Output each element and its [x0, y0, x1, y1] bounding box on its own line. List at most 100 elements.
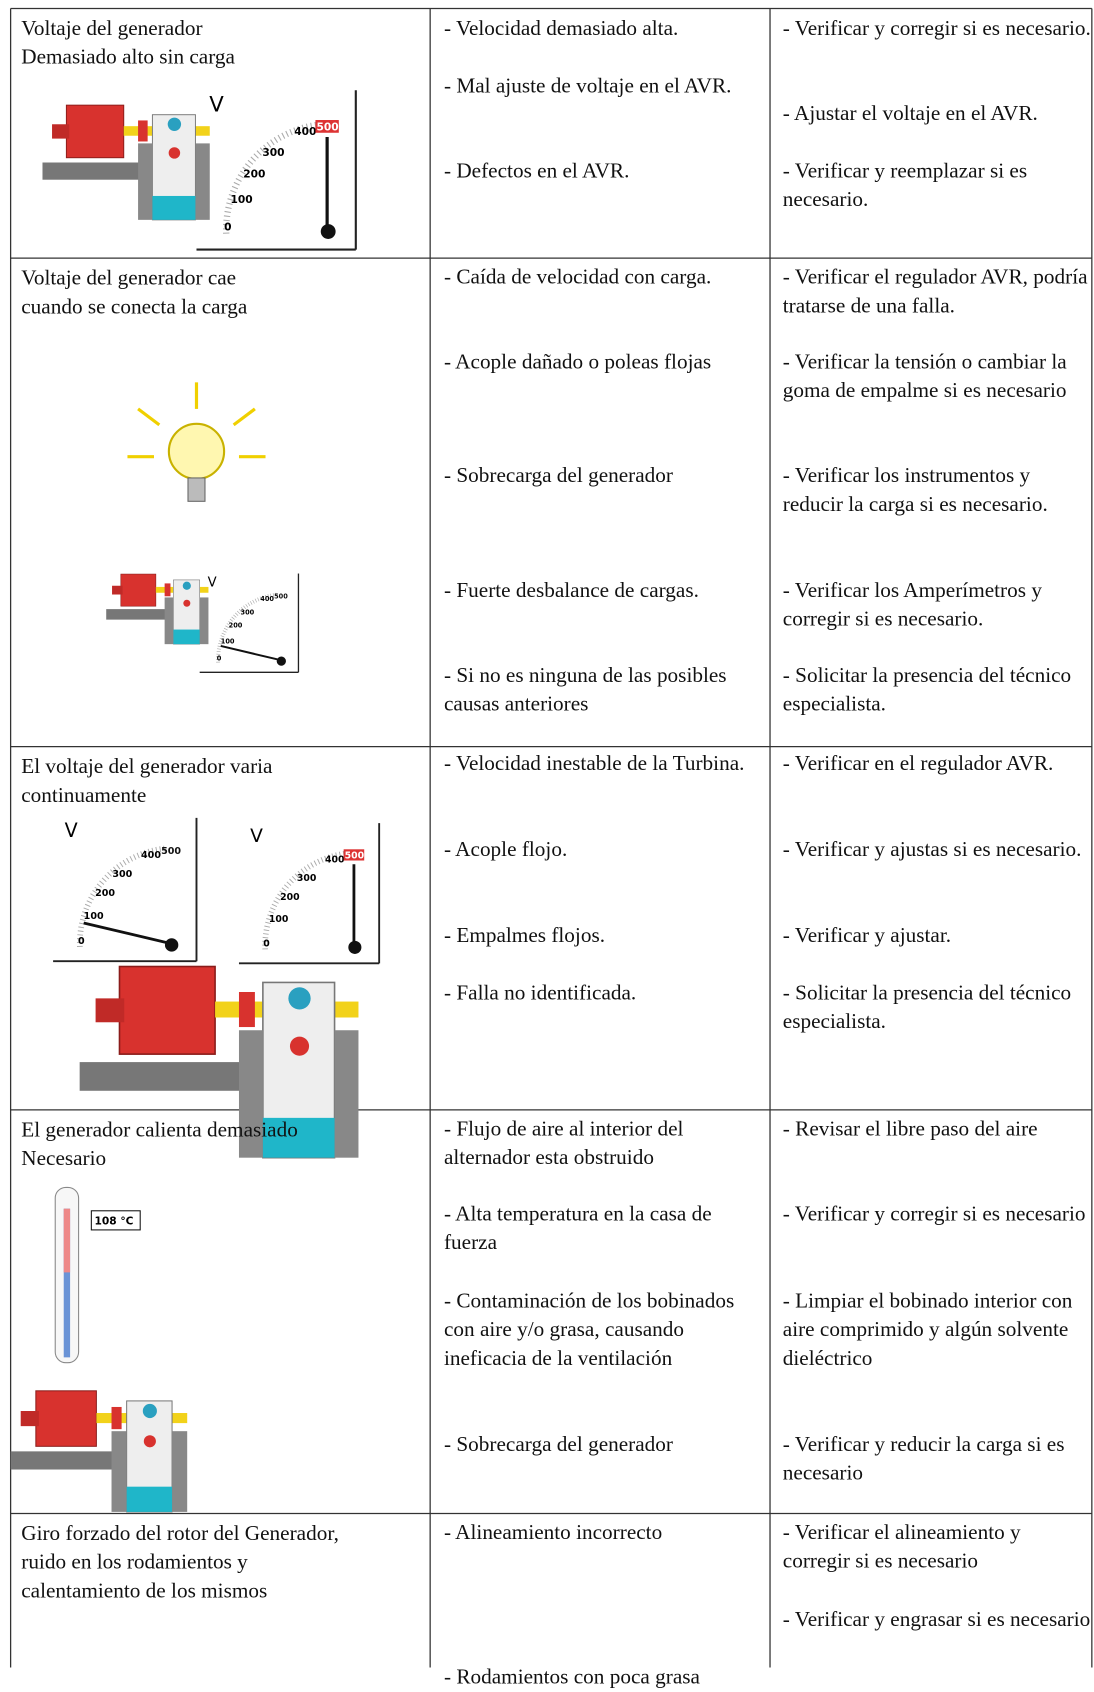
coupling: [238, 992, 255, 1028]
base: [106, 609, 171, 620]
motor-fin: [20, 1410, 39, 1427]
bulb-base: [187, 477, 206, 502]
valve: [168, 147, 181, 159]
gauge-label: 200: [280, 892, 300, 903]
generator: [79, 965, 359, 1159]
cause: - Flujo de aire al interior del alternad…: [443, 1117, 684, 1170]
gauge-unit: V: [208, 576, 217, 591]
gauge-arc: [223, 121, 323, 234]
gauge-label: 0: [224, 220, 231, 233]
gauge-max-box: [315, 120, 339, 133]
motor: [65, 104, 125, 159]
light-bulb: [127, 382, 266, 502]
solution: - Verificar el alineamiento y corregir s…: [782, 1520, 1021, 1573]
solution: - Verificar y corregir si es necesario: [782, 1202, 1086, 1226]
gauge-label: 400: [260, 595, 274, 603]
gauge-label: 200: [243, 167, 265, 180]
gauge-needle: [220, 645, 283, 662]
motor-fin: [112, 585, 123, 595]
valve: [183, 599, 191, 607]
gauge-label: 500: [274, 593, 288, 601]
support-wall: [164, 597, 174, 645]
temp-box: [90, 1210, 141, 1231]
coupling: [138, 120, 148, 142]
solution: - Verificar los Amperímetros y corregir …: [782, 578, 1042, 631]
solution: - Verificar los instrumentos y reducir l…: [782, 464, 1048, 517]
gauge-pivot: [348, 940, 362, 954]
cause: - Velocidad inestable de la Turbina.: [443, 751, 745, 776]
cause: - Sobrecarga del generador: [443, 464, 673, 488]
water: [173, 629, 200, 645]
gauge-label: 300: [297, 873, 317, 884]
cause: - Falla no identificada.: [443, 981, 637, 1005]
solution: - Limpiar el bobinado interior con aire …: [782, 1289, 1073, 1371]
gauge-label: 400: [294, 125, 316, 138]
cause: - Empalmes flojos.: [443, 924, 606, 948]
solution: - Revisar el libre paso del aire: [782, 1117, 1038, 1141]
cause: - Contaminación de los bobinados con air…: [443, 1289, 735, 1371]
problem: El voltaje del generador varia continuam…: [21, 755, 273, 808]
gauge-label: 300: [241, 608, 255, 616]
mercury-top: [63, 1208, 71, 1273]
cause: - Alineamiento incorrecto: [443, 1520, 663, 1545]
gauge: V 0 100 200 300 400 500: [199, 573, 300, 673]
gauge-label: 400: [141, 850, 161, 861]
problem: El generador calienta demasiado Necesari…: [21, 1118, 298, 1171]
solution: - Verificar y ajustar.: [782, 924, 952, 948]
gauge-pivot: [320, 224, 336, 239]
solution: - Verificar la tensión o cambiar la goma…: [782, 350, 1067, 403]
cause: - Mal ajuste de voltaje en el AVR.: [443, 74, 732, 98]
light-ray: [137, 407, 161, 427]
solution: - Verificar el regulador AVR, podría tra…: [782, 265, 1088, 318]
gauge-label: 100: [269, 914, 289, 925]
gauge-label: 100: [221, 637, 235, 645]
support-wall: [238, 1030, 263, 1158]
gauge-label: 300: [262, 146, 284, 159]
mercury: [63, 1208, 71, 1358]
support-wall: [172, 1431, 188, 1512]
valve: [289, 1036, 310, 1056]
gauge-pivot: [276, 656, 286, 666]
temp-label: 108 °C: [95, 1215, 134, 1228]
valve: [182, 581, 191, 590]
base: [42, 162, 148, 180]
cause: - Fuerte desbalance de cargas.: [443, 578, 699, 603]
gauge-label: 0: [217, 654, 222, 662]
water: [262, 1117, 335, 1158]
support-wall: [111, 1431, 127, 1512]
water: [126, 1486, 173, 1512]
generator: [10, 1390, 188, 1513]
gauge-label: 500: [345, 851, 365, 862]
cause: - Caída de velocidad con carga.: [443, 265, 712, 289]
cause: - Velocidad demasiado alta.: [443, 16, 679, 41]
problem: Voltaje del generador Demasiado alto sin…: [21, 16, 235, 70]
coupling: [111, 1406, 122, 1430]
gauge-max-box: [343, 849, 365, 861]
motor: [120, 573, 157, 607]
gauge-label: 300: [112, 869, 132, 880]
gauge-label: 100: [230, 193, 252, 206]
gauge: V 0 100 200 300 400 500: [53, 817, 198, 963]
base: [79, 1062, 255, 1091]
cause: - Alta temperatura en la casa de fuerza: [443, 1202, 712, 1255]
base: [10, 1451, 122, 1470]
gauge-label: 500: [317, 121, 339, 134]
gauge-label: 400: [325, 854, 345, 865]
valve: [142, 1403, 157, 1419]
bulb-glass: [167, 422, 226, 481]
generator: [106, 573, 209, 645]
cause: - Si no es ninguna de las posibles causa…: [443, 663, 727, 716]
motor-fin: [52, 124, 70, 139]
solution: - Solicitar la presencia del técnico esp…: [782, 981, 1072, 1034]
cause: - Sobrecarga del generador: [443, 1432, 673, 1457]
solution: - Ajustar el voltaje en el AVR.: [782, 101, 1038, 126]
cause: - Defectos en el AVR.: [443, 159, 630, 183]
solution: - Solicitar la presencia del técnico esp…: [782, 663, 1072, 716]
gauge-arc: [262, 850, 350, 950]
solution: - Verificar y reemplazar si es necesario…: [782, 159, 1028, 212]
problem: Voltaje del generador cae cuando se cone…: [21, 266, 248, 319]
gauge-label: 0: [263, 939, 270, 950]
